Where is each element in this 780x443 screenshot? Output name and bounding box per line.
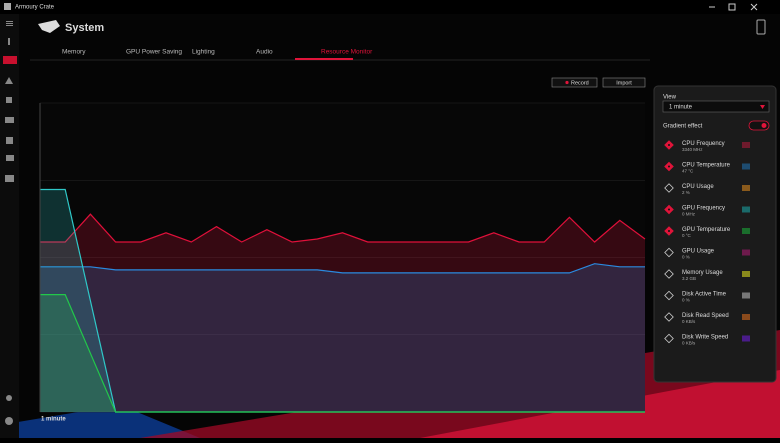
record-button[interactable]	[551, 77, 598, 88]
series-area	[40, 263, 645, 412]
item-color[interactable]	[742, 185, 750, 191]
item-value: 0 °C	[682, 233, 692, 238]
item-color[interactable]	[742, 228, 750, 234]
item-name: GPU Temperature	[682, 227, 731, 233]
item-name: GPU Frequency	[682, 206, 725, 212]
item-value: 0 KB/s	[682, 319, 696, 324]
checkbox[interactable]	[664, 183, 674, 193]
item-color[interactable]	[742, 335, 750, 342]
checkbox-dot	[668, 144, 670, 146]
title-bar	[0, 0, 780, 14]
item-name: Disk Active Time	[682, 292, 727, 298]
button-label: Record	[571, 80, 589, 86]
series-area	[40, 189, 645, 412]
dropdown-arrow	[760, 105, 765, 109]
item-value: 0 %	[682, 255, 690, 260]
item-color[interactable]	[742, 271, 750, 277]
series-line	[40, 213, 646, 243]
active-tab-underline	[295, 58, 353, 60]
import-button[interactable]	[602, 77, 646, 88]
item-color[interactable]	[742, 249, 750, 256]
item-value: 3340 MHz	[682, 147, 703, 152]
window-title: Armoury Crate	[15, 5, 55, 11]
sidebar-icons[interactable]	[3, 21, 17, 425]
item-name: Disk Write Speed	[682, 335, 728, 341]
item-color[interactable]	[742, 206, 750, 213]
series-area	[40, 294, 645, 412]
item-color[interactable]	[742, 292, 750, 299]
series-area	[40, 214, 645, 412]
checkbox-dot	[668, 230, 670, 232]
checkbox[interactable]	[664, 247, 674, 258]
item-color[interactable]	[742, 163, 750, 170]
checkbox[interactable]	[664, 333, 674, 344]
button-label: Import	[616, 80, 632, 86]
series-line	[40, 263, 645, 274]
checkbox-dot	[668, 208, 670, 211]
item-value: 0 %	[682, 298, 690, 303]
maximize[interactable]	[728, 3, 736, 11]
item-value: 0 KB/s	[682, 341, 696, 346]
close[interactable]	[750, 3, 758, 11]
tab[interactable]: Memory	[62, 49, 86, 56]
app-icon	[4, 3, 11, 10]
item-value: 47 °C	[682, 169, 694, 174]
item-name: Memory Usage	[682, 270, 723, 276]
page-title: System	[65, 22, 104, 34]
tab[interactable]: Resource Monitor	[321, 49, 373, 56]
item-name: GPU Usage	[682, 249, 715, 255]
tab[interactable]: GPU Power Saving	[126, 49, 182, 56]
view-value: 1 minute	[669, 105, 693, 111]
item-value: 3.2 GB	[682, 276, 696, 281]
item-name: CPU Temperature	[682, 163, 731, 169]
item-name: CPU Frequency	[682, 141, 725, 147]
toggle-knob	[761, 123, 767, 128]
item-value: 0 MHz	[682, 212, 696, 217]
item-name: Disk Read Speed	[682, 313, 729, 319]
item-color[interactable]	[742, 314, 750, 320]
series-line	[40, 294, 645, 413]
decor	[0, 405, 200, 438]
item-color[interactable]	[742, 142, 750, 148]
device-icon	[756, 19, 766, 35]
record-dot	[565, 80, 569, 85]
view-label: View	[663, 95, 677, 101]
tab[interactable]: Audio	[256, 49, 273, 56]
rog-logo	[38, 20, 60, 33]
gradient-label: Gradient effect	[663, 124, 703, 130]
side-panel	[653, 85, 777, 383]
item-name: CPU Usage	[682, 184, 714, 190]
sidebar	[0, 14, 19, 438]
tab[interactable]: Lighting	[192, 49, 215, 56]
time-label: 1 minute	[41, 417, 66, 423]
view-dropdown[interactable]	[662, 100, 770, 113]
checkbox-dot	[668, 165, 670, 168]
checkbox[interactable]	[664, 312, 674, 322]
checkbox[interactable]	[664, 269, 674, 279]
item-value: 2 %	[682, 190, 690, 195]
checkbox[interactable]	[664, 290, 674, 301]
